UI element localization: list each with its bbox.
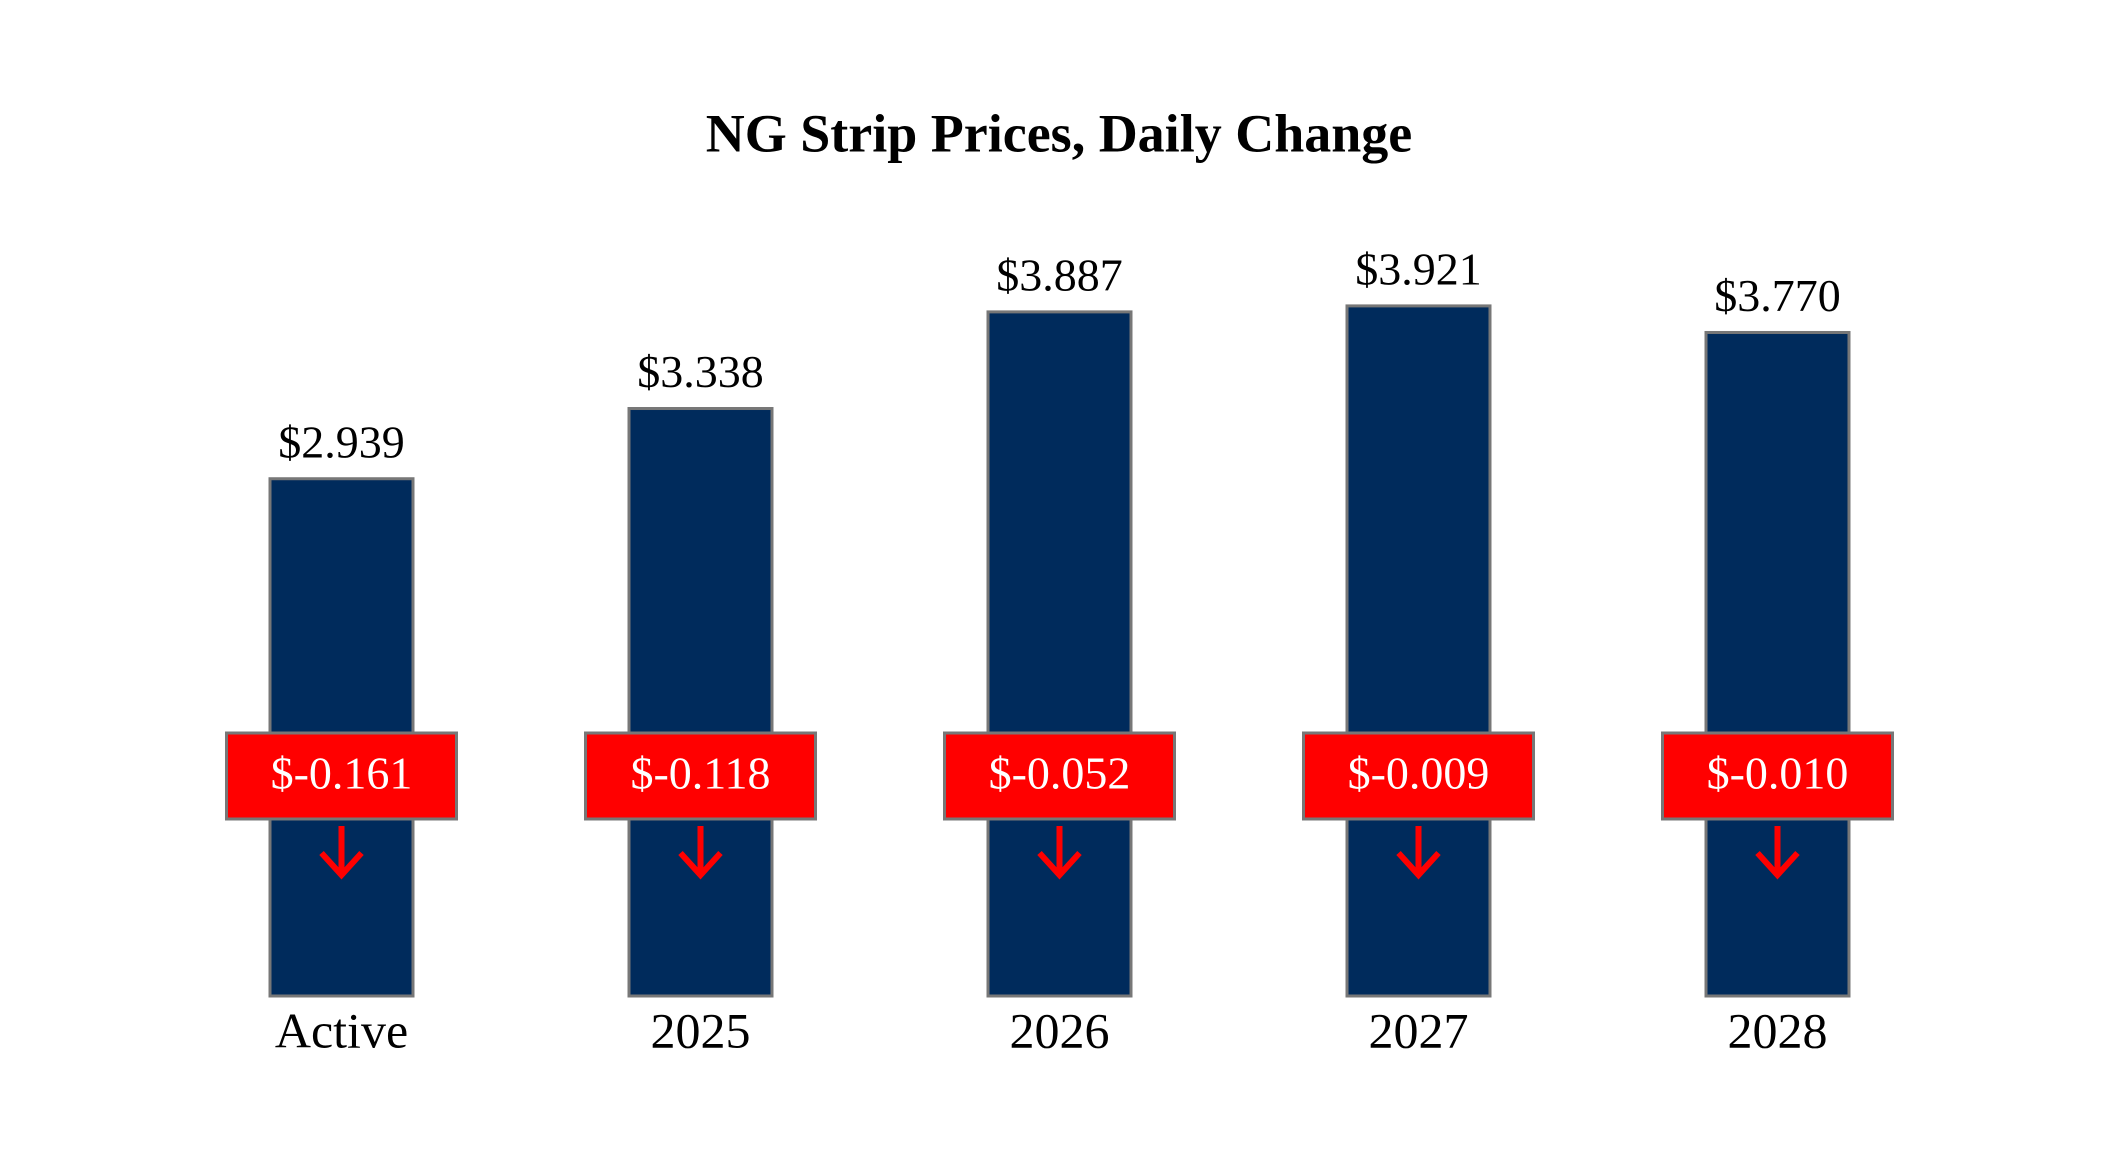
change-arrow: [1755, 826, 1800, 880]
value-label: $3.921: [1355, 243, 1482, 294]
change-box: [1302, 731, 1535, 821]
x-tick-label: 2028: [1728, 1002, 1828, 1058]
value-label: $3.338: [637, 346, 764, 397]
change-label: $-0.009: [1348, 748, 1490, 799]
change-label: $-0.161: [271, 748, 413, 799]
change-label: $-0.052: [989, 748, 1131, 799]
change-box: [943, 731, 1176, 821]
bar: [1704, 330, 1851, 998]
value-label: $2.939: [278, 416, 405, 467]
x-tick-label: 2027: [1369, 1002, 1469, 1058]
change-box: [584, 731, 817, 821]
x-tick-label: Active: [275, 1002, 408, 1058]
x-tick-label: 2026: [1010, 1002, 1110, 1058]
change-arrow: [1396, 826, 1441, 880]
change-label: $-0.010: [1707, 748, 1849, 799]
bar: [627, 407, 774, 998]
change-arrow: [319, 826, 364, 880]
change-box: [225, 731, 458, 821]
x-tick-label: 2025: [651, 1002, 751, 1058]
chart-title: NG Strip Prices, Daily Change: [706, 103, 1412, 163]
value-label: $3.887: [996, 249, 1123, 300]
value-label: $3.770: [1714, 270, 1841, 321]
change-box: [1661, 731, 1894, 821]
bar: [986, 310, 1133, 998]
bar: [1345, 304, 1492, 998]
change-arrow: [1037, 826, 1082, 880]
change-arrow: [678, 826, 723, 880]
change-label: $-0.118: [630, 748, 770, 799]
